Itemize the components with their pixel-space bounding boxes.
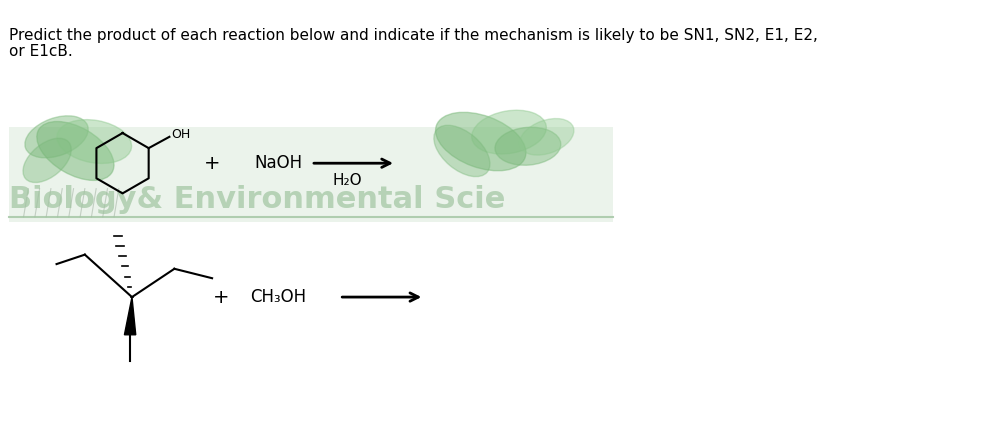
Ellipse shape [25, 116, 89, 158]
Ellipse shape [520, 118, 574, 155]
Ellipse shape [495, 127, 561, 165]
Text: H₂O: H₂O [332, 173, 362, 187]
Text: or E1cB.: or E1cB. [10, 44, 73, 60]
Ellipse shape [471, 110, 546, 154]
Ellipse shape [36, 121, 114, 181]
Text: +: + [214, 288, 230, 307]
Ellipse shape [57, 120, 132, 163]
Text: NaOH: NaOH [255, 154, 303, 172]
Text: OH: OH [171, 128, 191, 141]
Text: +: + [204, 154, 220, 173]
FancyArrowPatch shape [342, 293, 418, 301]
Ellipse shape [23, 138, 71, 183]
Text: CH₃OH: CH₃OH [250, 288, 306, 306]
Bar [10, 127, 613, 222]
Polygon shape [124, 297, 136, 335]
Ellipse shape [436, 112, 525, 171]
Ellipse shape [434, 125, 490, 177]
Text: Biology& Environmental Scie: Biology& Environmental Scie [10, 185, 506, 214]
Text: Predict the product of each reaction below and indicate if the mechanism is like: Predict the product of each reaction bel… [10, 29, 819, 43]
FancyArrowPatch shape [314, 159, 390, 167]
